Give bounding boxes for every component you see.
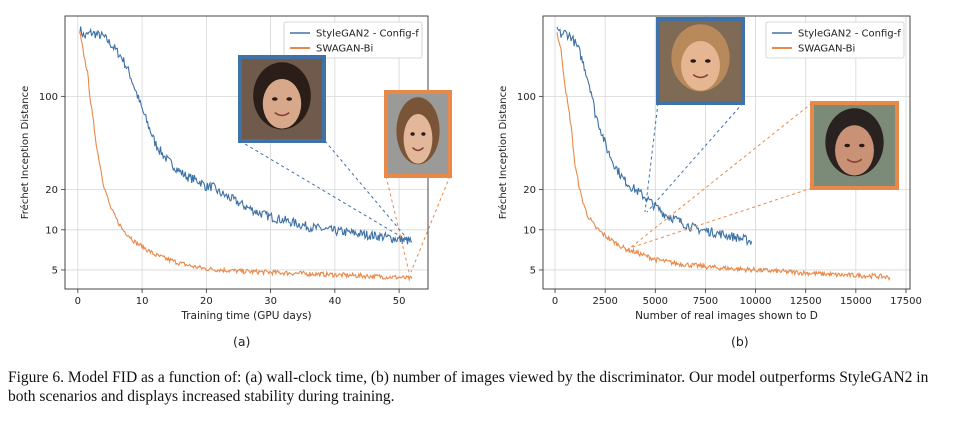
y-tick-label: 20 bbox=[45, 185, 58, 196]
y-tick-label: 10 bbox=[523, 225, 536, 236]
chart-panel-b: 0 2500 5000 7500 10000 12500 15000 17500 5 10 20 10… bbox=[497, 15, 922, 322]
legend-label-stylegan2: StyleGAN2 - Config-f bbox=[798, 29, 901, 40]
series-line-stylegan2 bbox=[556, 26, 753, 247]
x-tick-label: 0 bbox=[552, 296, 558, 307]
sample-face-a-swagan bbox=[384, 90, 452, 178]
sample-face-b-swagan-face bbox=[835, 125, 874, 176]
y-axis-label: Fréchet Inception Distance bbox=[19, 86, 31, 220]
y-tick-label: 20 bbox=[523, 185, 536, 196]
x-tick-label: 12500 bbox=[790, 296, 822, 307]
connector-a-swagan-1 bbox=[385, 175, 410, 273]
connector-b-swagan-2 bbox=[629, 187, 813, 249]
sample-face-a-stylegan-face bbox=[262, 79, 302, 129]
connector-b-stylegan-1 bbox=[644, 102, 659, 213]
x-tick-label: 10 bbox=[136, 296, 149, 307]
sample-face-a-stylegan bbox=[238, 55, 326, 143]
sample-face-b-swagan bbox=[810, 101, 899, 190]
y-tick-label: 100 bbox=[39, 92, 58, 103]
legend-label-swagan: SWAGAN-Bi bbox=[798, 44, 855, 55]
connector-b-stylegan-2 bbox=[646, 102, 744, 213]
sample-face-b-stylegan-right-eye bbox=[704, 59, 711, 63]
legend-label-swagan: SWAGAN-Bi bbox=[316, 44, 373, 55]
x-tick-label: 15000 bbox=[840, 296, 872, 307]
sample-face-b-stylegan bbox=[656, 17, 745, 105]
series-line-stylegan2 bbox=[79, 26, 413, 245]
x-axis-label: Number of real images shown to D bbox=[635, 310, 818, 322]
connector-b-swagan-1 bbox=[629, 102, 813, 249]
sample-face-a-stylegan-right-eye bbox=[286, 97, 293, 101]
sample-face-a-swagan-left-eye bbox=[410, 132, 415, 136]
axes-frame bbox=[542, 15, 911, 290]
y-tick-label: 5 bbox=[52, 265, 58, 276]
x-tick-label: 30 bbox=[264, 296, 277, 307]
x-tick-label: 10000 bbox=[740, 296, 772, 307]
sample-face-b-swagan-left-eye bbox=[844, 143, 851, 148]
legend-label-stylegan2: StyleGAN2 - Config-f bbox=[316, 29, 419, 40]
panel-label-a: (a) bbox=[233, 334, 251, 349]
sample-face-b-swagan-right-eye bbox=[858, 143, 865, 148]
sample-face-a-swagan-mouth bbox=[412, 147, 424, 152]
x-tick-label: 40 bbox=[328, 296, 341, 307]
x-tick-label: 50 bbox=[393, 296, 406, 307]
x-tick-label: 0 bbox=[75, 296, 81, 307]
legend-box bbox=[283, 21, 423, 59]
y-tick-label: 5 bbox=[530, 265, 536, 276]
figure-caption: Figure 6. Model FID as a function of: (a… bbox=[8, 369, 929, 405]
sample-face-b-swagan-mouth bbox=[846, 158, 863, 163]
sample-face-b-stylegan-mouth bbox=[692, 73, 709, 79]
sample-face-a-swagan-right-eye bbox=[421, 132, 426, 136]
y-axis-label: Fréchet Inception Distance bbox=[497, 86, 509, 220]
series-line-swagan bbox=[556, 32, 891, 281]
x-tick-label: 5000 bbox=[643, 296, 668, 307]
x-tick-label: 17500 bbox=[890, 296, 922, 307]
x-axis-label: Training time (GPU days) bbox=[180, 310, 311, 322]
x-tick-label: 20 bbox=[200, 296, 213, 307]
connector-a-stylegan-1 bbox=[239, 140, 411, 243]
sample-face-a-stylegan-mouth bbox=[274, 111, 290, 117]
y-tick-label: 100 bbox=[517, 92, 536, 103]
connector-a-swagan-2 bbox=[410, 175, 451, 273]
connector-a-stylegan-2 bbox=[324, 140, 411, 243]
series-line-swagan bbox=[79, 30, 413, 282]
sample-face-b-stylegan-left-eye bbox=[690, 59, 697, 63]
legend-box bbox=[765, 21, 905, 59]
x-tick-label: 2500 bbox=[592, 296, 617, 307]
sample-face-a-stylegan-left-eye bbox=[272, 97, 278, 101]
chart-panel-a: 0 10 20 30 40 50 5 10 20 100 Training time (GPU da… bbox=[19, 15, 429, 322]
panel-label-b: (b) bbox=[731, 334, 749, 349]
sample-face-b-stylegan-face bbox=[681, 41, 720, 91]
x-tick-label: 7500 bbox=[693, 296, 718, 307]
y-tick-label: 10 bbox=[45, 225, 58, 236]
sample-face-a-swagan-face bbox=[403, 114, 433, 164]
